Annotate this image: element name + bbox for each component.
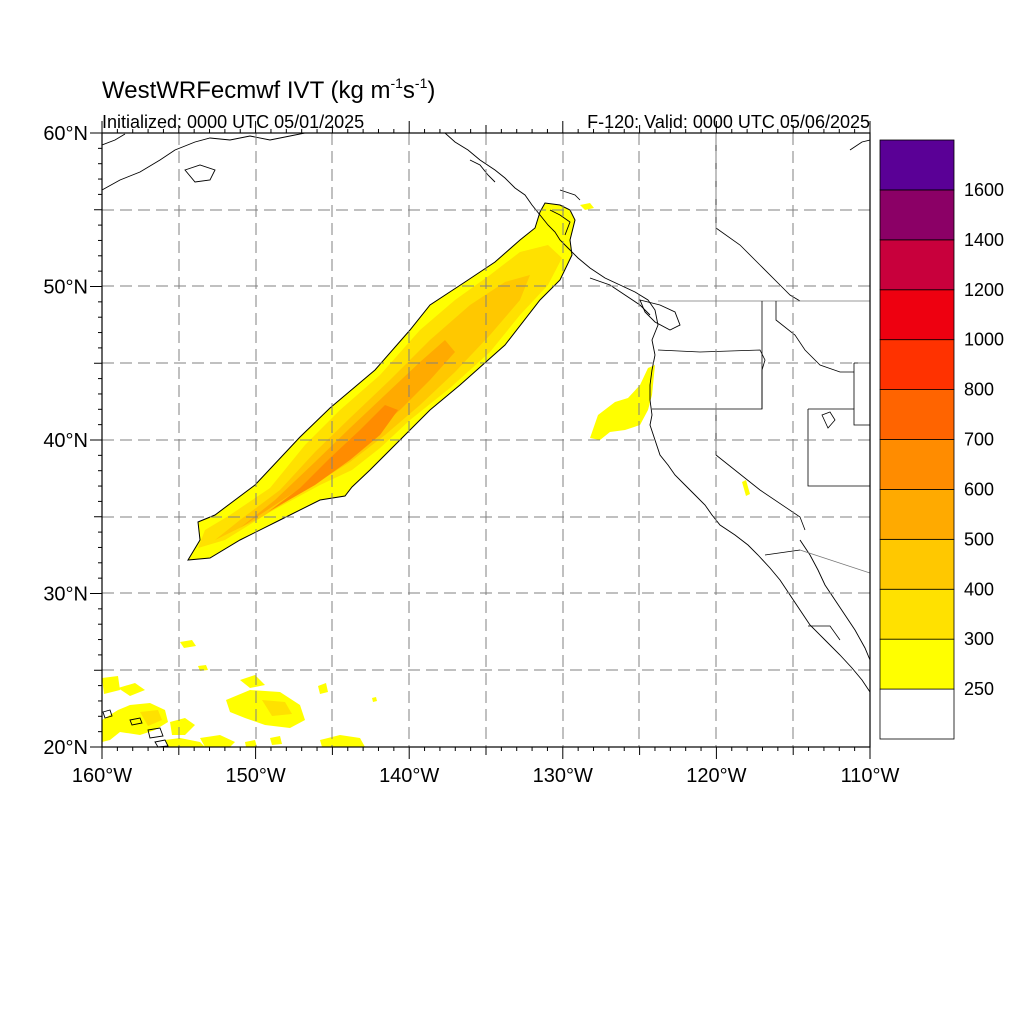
colorbar-swatch <box>879 289 955 341</box>
colorbar-label: 400 <box>964 579 994 599</box>
lon-tick-label: 140°W <box>379 765 439 787</box>
colorbar-swatch <box>879 189 955 241</box>
lat-tick-label: 40°N <box>43 430 88 452</box>
ivt-subtropical-patches <box>102 640 377 747</box>
latitude-tick-labels: 60°N 50°N 40°N 30°N 20°N <box>43 123 88 759</box>
colorbar-label: 1200 <box>964 280 1004 300</box>
lat-tick-label: 60°N <box>43 123 88 145</box>
colorbar-label: 1600 <box>964 180 1004 200</box>
colorbar-label: 1400 <box>964 230 1004 250</box>
longitude-tick-labels: 160°W 150°W 140°W 130°W 120°W 110°W <box>72 765 900 787</box>
colorbar-swatch <box>879 389 955 440</box>
lon-tick-label: 130°W <box>533 765 593 787</box>
chart-title: WestWRFecmwf IVT (kg m-1s-1) <box>102 75 435 104</box>
map-plot-area <box>102 133 870 747</box>
colorbar-swatch <box>879 638 955 690</box>
ivt-contour-600 <box>268 405 398 512</box>
ivt-patch-nevada <box>742 480 750 496</box>
lon-tick-label: 110°W <box>841 765 900 787</box>
lat-tick-label: 20°N <box>43 737 88 759</box>
colorbar-swatch <box>879 339 955 390</box>
ivt-contour-500 <box>240 340 455 528</box>
ivt-shading <box>102 202 750 747</box>
init-time-label: Initialized: 0000 UTC 05/01/2025 <box>102 112 364 132</box>
colorbar-label: 300 <box>964 629 994 649</box>
ivt-colorbar: 250 300 400 500 600 700 800 1000 1200 1400 1600 <box>879 139 1004 740</box>
colorbar-label: 800 <box>964 380 994 400</box>
ivt-subtropical-patches-300 <box>140 700 292 726</box>
colorbar-swatch <box>879 538 955 590</box>
axis-tick-marks <box>90 121 871 759</box>
colorbar-swatch <box>879 239 955 291</box>
colorbar-label: 1000 <box>964 330 1004 350</box>
colorbar-label: 600 <box>964 479 994 499</box>
colorbar-swatch <box>879 139 955 191</box>
colorbar-swatch <box>879 439 955 490</box>
political-borders <box>559 133 870 641</box>
colorbar-swatch <box>879 688 955 740</box>
lon-tick-label: 120°W <box>686 765 746 787</box>
colorbar-swatch <box>879 588 955 640</box>
lon-tick-label: 160°W <box>72 765 132 787</box>
lon-tick-label: 150°W <box>225 765 285 787</box>
colorbar-label: 500 <box>964 529 994 549</box>
valid-time-label: F-120: Valid: 0000 UTC 05/06/2025 <box>587 112 870 132</box>
gridlines <box>102 133 870 747</box>
ivt-patch-bc <box>580 203 594 210</box>
colorbar-label: 700 <box>964 430 994 450</box>
lat-tick-label: 30°N <box>43 584 88 606</box>
lat-tick-label: 50°N <box>43 277 88 299</box>
colorbar-swatch <box>879 489 955 540</box>
colorbar-label: 250 <box>964 679 994 699</box>
